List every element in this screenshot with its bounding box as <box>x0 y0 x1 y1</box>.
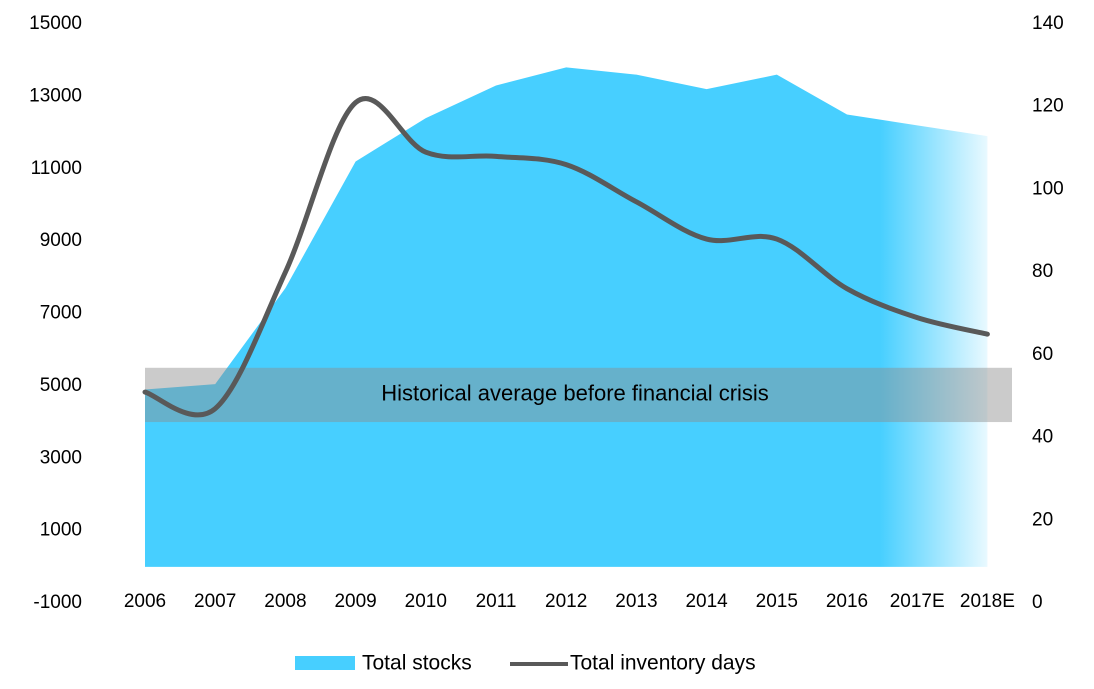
x-tick-label: 2017E <box>890 591 945 612</box>
y2-tick-label: 140 <box>1032 13 1064 34</box>
y2-tick-label: 100 <box>1032 178 1064 199</box>
y2-tick-label: 0 <box>1032 592 1043 613</box>
average-band <box>145 367 1012 423</box>
y2-tick-label: 20 <box>1032 509 1053 530</box>
x-tick-label: 2009 <box>334 591 376 612</box>
x-tick-label: 2011 <box>476 591 517 612</box>
annotation: Historical average before financial cris… <box>381 381 769 406</box>
y-tick-label: 13000 <box>29 85 82 106</box>
x-tick-label: 2008 <box>264 591 306 612</box>
x-tick-label: 2007 <box>194 591 236 612</box>
x-tick-label: 2006 <box>124 591 166 612</box>
y2-tick-label: 80 <box>1032 261 1053 282</box>
x-tick-label: 2012 <box>545 591 587 612</box>
area <box>145 67 988 567</box>
y-tick-label: 5000 <box>40 375 82 396</box>
x-tick-label: 2014 <box>685 591 728 612</box>
legend-swatch <box>295 656 355 670</box>
y-tick-label: 1000 <box>40 520 82 541</box>
y-tick-label: 9000 <box>40 230 82 251</box>
x-tick-label: 2015 <box>756 591 798 612</box>
y-tick-label: 15000 <box>29 13 82 34</box>
x-tick-label: 2018E <box>960 591 1015 612</box>
y-tick-label: 3000 <box>40 447 82 468</box>
y-tick-label: -1000 <box>33 592 82 613</box>
legend-label: Total stocks <box>362 652 472 675</box>
y2-tick-label: 60 <box>1032 344 1053 365</box>
y2-tick-label: 40 <box>1032 427 1053 448</box>
line <box>142 96 990 418</box>
legend-label: Total inventory days <box>570 652 756 675</box>
y2-tick-label: 120 <box>1032 96 1064 117</box>
y-tick-label: 11000 <box>31 158 82 179</box>
y-tick-label: 7000 <box>40 303 82 324</box>
x-tick-label: 2013 <box>615 591 657 612</box>
x-tick-label: 2010 <box>405 591 447 612</box>
x-tick-label: 2016 <box>826 591 868 612</box>
